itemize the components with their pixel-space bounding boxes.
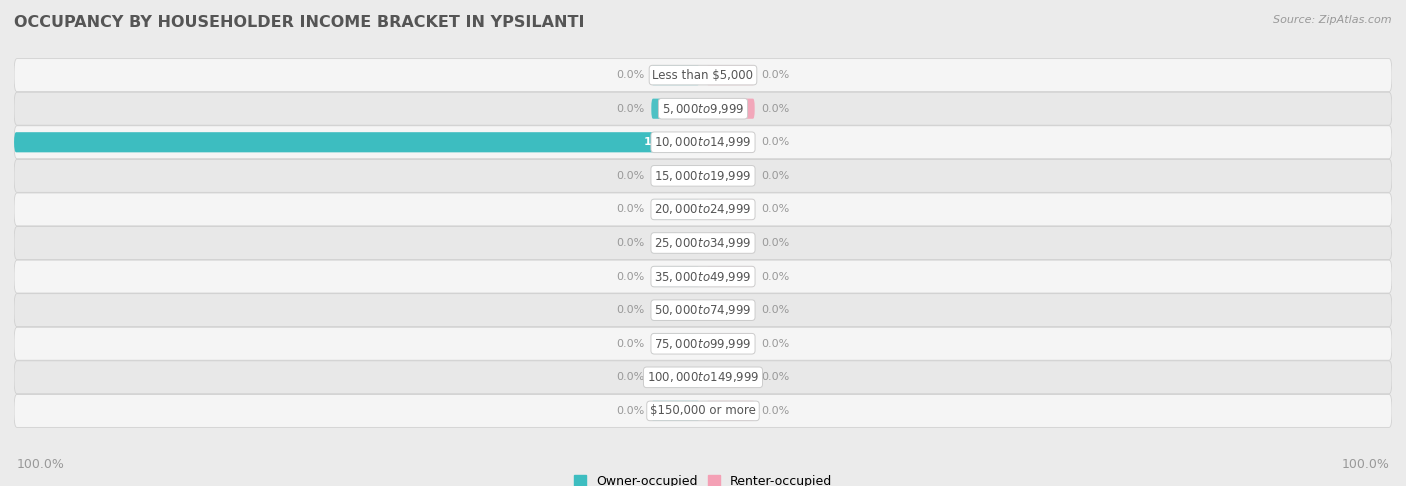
FancyBboxPatch shape [651, 367, 700, 387]
Text: $35,000 to $49,999: $35,000 to $49,999 [654, 270, 752, 283]
FancyBboxPatch shape [706, 99, 755, 119]
Text: $5,000 to $9,999: $5,000 to $9,999 [662, 102, 744, 116]
FancyBboxPatch shape [706, 401, 755, 421]
FancyBboxPatch shape [14, 59, 1392, 91]
Text: $25,000 to $34,999: $25,000 to $34,999 [654, 236, 752, 250]
Text: $15,000 to $19,999: $15,000 to $19,999 [654, 169, 752, 183]
FancyBboxPatch shape [706, 300, 755, 320]
FancyBboxPatch shape [651, 300, 700, 320]
Text: 0.0%: 0.0% [762, 238, 790, 248]
FancyBboxPatch shape [14, 361, 1392, 394]
Text: 0.0%: 0.0% [616, 205, 644, 214]
Legend: Owner-occupied, Renter-occupied: Owner-occupied, Renter-occupied [574, 475, 832, 486]
FancyBboxPatch shape [706, 233, 755, 253]
Text: Source: ZipAtlas.com: Source: ZipAtlas.com [1274, 15, 1392, 25]
FancyBboxPatch shape [651, 199, 700, 220]
Text: $100,000 to $149,999: $100,000 to $149,999 [647, 370, 759, 384]
Text: 0.0%: 0.0% [762, 104, 790, 114]
Text: 100.0%: 100.0% [17, 458, 65, 471]
Text: 0.0%: 0.0% [762, 339, 790, 349]
FancyBboxPatch shape [651, 401, 700, 421]
FancyBboxPatch shape [14, 294, 1392, 327]
Text: $10,000 to $14,999: $10,000 to $14,999 [654, 135, 752, 149]
Text: $75,000 to $99,999: $75,000 to $99,999 [654, 337, 752, 351]
Text: 0.0%: 0.0% [616, 305, 644, 315]
FancyBboxPatch shape [706, 65, 755, 85]
Text: OCCUPANCY BY HOUSEHOLDER INCOME BRACKET IN YPSILANTI: OCCUPANCY BY HOUSEHOLDER INCOME BRACKET … [14, 15, 585, 30]
Text: 0.0%: 0.0% [762, 305, 790, 315]
FancyBboxPatch shape [14, 260, 1392, 293]
Text: 0.0%: 0.0% [762, 272, 790, 281]
Text: $20,000 to $24,999: $20,000 to $24,999 [654, 203, 752, 216]
FancyBboxPatch shape [14, 126, 1392, 159]
FancyBboxPatch shape [14, 132, 703, 152]
Text: 0.0%: 0.0% [616, 171, 644, 181]
Text: 0.0%: 0.0% [762, 70, 790, 80]
FancyBboxPatch shape [706, 166, 755, 186]
Text: 100.0%: 100.0% [643, 137, 689, 147]
FancyBboxPatch shape [706, 132, 755, 152]
FancyBboxPatch shape [651, 266, 700, 287]
Text: 0.0%: 0.0% [616, 339, 644, 349]
FancyBboxPatch shape [706, 199, 755, 220]
FancyBboxPatch shape [706, 266, 755, 287]
Text: 0.0%: 0.0% [762, 406, 790, 416]
Text: 0.0%: 0.0% [616, 406, 644, 416]
FancyBboxPatch shape [651, 166, 700, 186]
FancyBboxPatch shape [706, 334, 755, 354]
Text: $50,000 to $74,999: $50,000 to $74,999 [654, 303, 752, 317]
Text: 100.0%: 100.0% [1341, 458, 1389, 471]
Text: 0.0%: 0.0% [616, 70, 644, 80]
FancyBboxPatch shape [651, 99, 700, 119]
FancyBboxPatch shape [14, 226, 1392, 260]
FancyBboxPatch shape [706, 367, 755, 387]
Text: 0.0%: 0.0% [616, 238, 644, 248]
FancyBboxPatch shape [14, 327, 1392, 360]
Text: 0.0%: 0.0% [762, 372, 790, 382]
Text: 0.0%: 0.0% [616, 372, 644, 382]
FancyBboxPatch shape [14, 193, 1392, 226]
FancyBboxPatch shape [651, 65, 700, 85]
FancyBboxPatch shape [14, 395, 1392, 427]
Text: 0.0%: 0.0% [616, 272, 644, 281]
Text: Less than $5,000: Less than $5,000 [652, 69, 754, 82]
Text: $150,000 or more: $150,000 or more [650, 404, 756, 417]
FancyBboxPatch shape [14, 92, 1392, 125]
FancyBboxPatch shape [651, 233, 700, 253]
FancyBboxPatch shape [14, 159, 1392, 192]
Text: 0.0%: 0.0% [762, 205, 790, 214]
Text: 0.0%: 0.0% [616, 104, 644, 114]
Text: 0.0%: 0.0% [762, 137, 790, 147]
FancyBboxPatch shape [651, 334, 700, 354]
Text: 0.0%: 0.0% [762, 171, 790, 181]
